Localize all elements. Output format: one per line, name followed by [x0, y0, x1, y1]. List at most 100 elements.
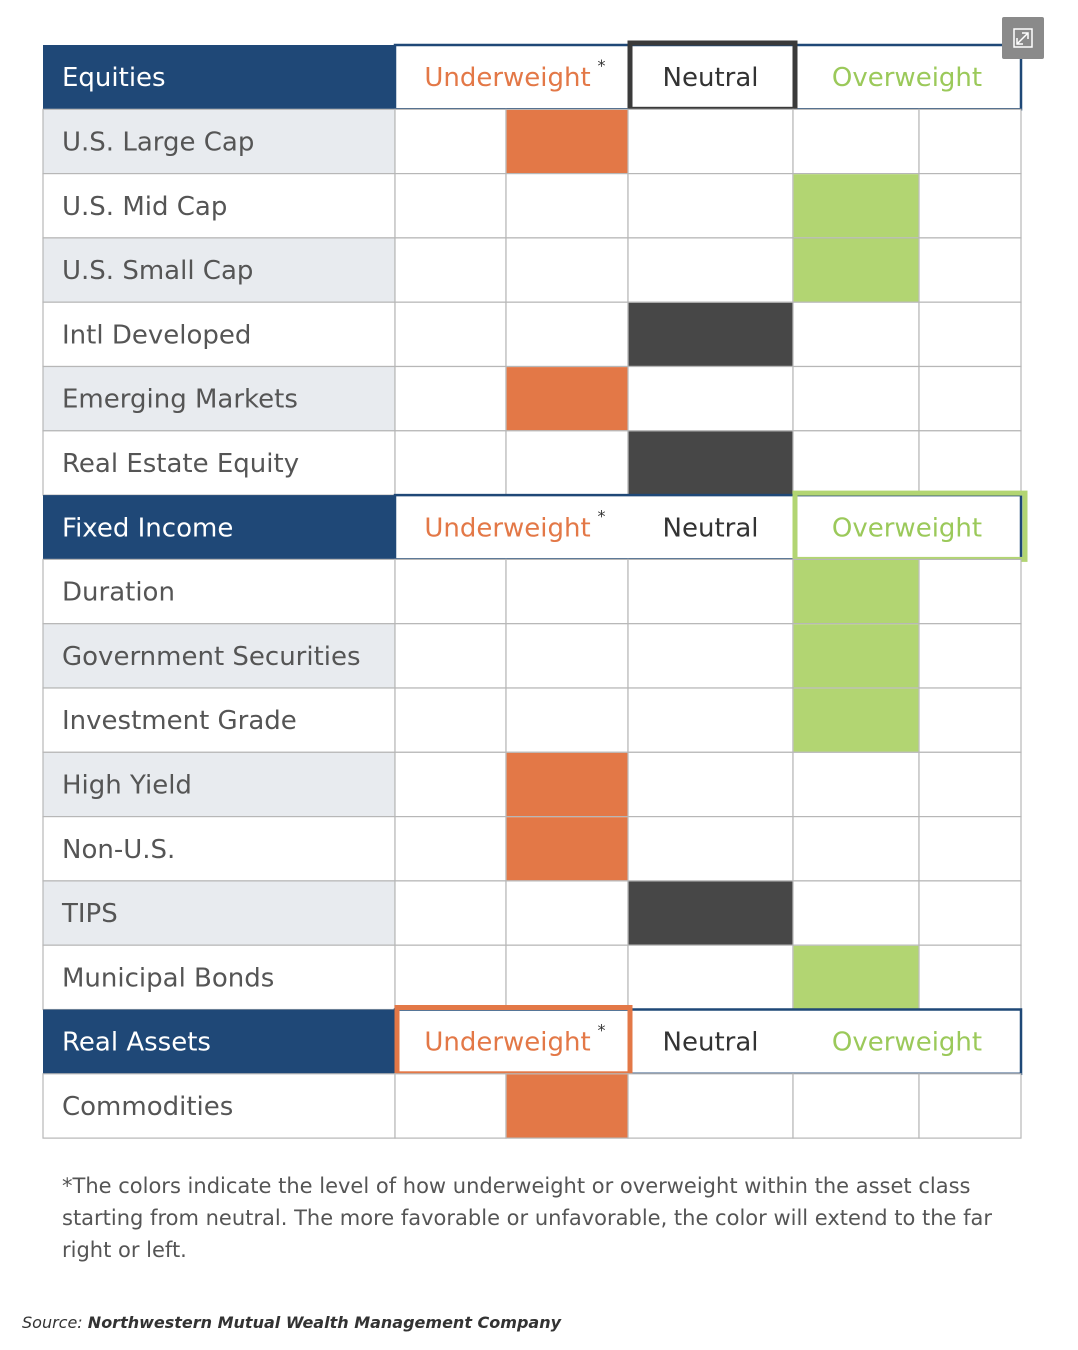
grid-cell	[505, 237, 629, 303]
section-header-bg	[43, 1009, 395, 1074]
grid-cell	[505, 173, 629, 239]
grid-cell	[394, 944, 507, 1011]
grid-cell	[627, 108, 794, 175]
level-bar	[506, 1074, 628, 1138]
grid-cell	[918, 1073, 1022, 1139]
row-label: Emerging Markets	[62, 385, 298, 415]
row-label: TIPS	[61, 899, 118, 929]
column-label-neutral: Neutral	[663, 513, 759, 543]
asterisk: *	[598, 56, 606, 75]
level-bar	[506, 109, 628, 173]
row-label: Duration	[62, 578, 175, 608]
level-bar	[793, 174, 919, 238]
level-bar	[793, 945, 919, 1009]
section-header-bg	[43, 495, 395, 560]
grid-cell	[505, 944, 629, 1011]
grid-cell	[918, 558, 1022, 625]
grid-cell	[394, 687, 507, 753]
column-label-overweight: Overweight	[832, 513, 982, 543]
grid-cell	[627, 687, 794, 753]
grid-cell	[918, 751, 1022, 818]
grid-cell	[505, 880, 629, 946]
level-bar	[506, 752, 628, 816]
grid-cell	[627, 237, 794, 303]
row-label: High Yield	[62, 770, 192, 800]
row-label: Real Estate Equity	[62, 449, 299, 479]
column-label-neutral: Neutral	[663, 63, 759, 93]
grid-cell	[394, 365, 507, 432]
row-label: Government Securities	[62, 642, 361, 672]
section-header-title: Equities	[62, 63, 166, 93]
grid-cell	[394, 751, 507, 818]
grid-cell	[792, 430, 920, 496]
grid-cell	[394, 623, 507, 689]
grid-cell	[394, 173, 507, 239]
level-bar	[628, 881, 793, 945]
footnote: *The colors indicate the level of how un…	[62, 1174, 993, 1262]
level-bar	[628, 302, 793, 366]
row-label: U.S. Small Cap	[62, 256, 253, 286]
grid-cell	[627, 1073, 794, 1139]
section-header-frame	[393, 493, 1023, 561]
column-label-underweight: Underweight	[424, 63, 590, 93]
row-label-cell	[42, 751, 396, 818]
section-header-title: Fixed Income	[62, 513, 233, 543]
level-bar	[506, 817, 628, 881]
grid-cell	[627, 365, 794, 432]
row-label: Intl Developed	[62, 320, 251, 350]
row-label-cell	[42, 815, 396, 882]
grid-cell	[918, 623, 1022, 689]
row-label: Investment Grade	[62, 706, 297, 736]
section-header-title: Real Assets	[62, 1028, 211, 1058]
section-header-bg	[43, 45, 395, 110]
grid-cell	[394, 815, 507, 882]
grid-cell	[792, 1073, 920, 1139]
grid-cell	[505, 430, 629, 496]
expand-icon	[1013, 28, 1033, 48]
grid-cell	[918, 108, 1022, 175]
grid-cell	[792, 880, 920, 946]
grid-cell	[792, 751, 920, 818]
row-label: U.S. Mid Cap	[62, 192, 227, 222]
row-label-cell	[42, 687, 396, 753]
grid-cell	[627, 173, 794, 239]
grid-cell	[394, 558, 507, 625]
grid-cell	[627, 623, 794, 689]
grid-cell	[505, 623, 629, 689]
grid-cell	[394, 237, 507, 303]
row-label-cell	[42, 173, 396, 239]
column-label-neutral: Neutral	[663, 1028, 759, 1058]
grid-cell	[918, 944, 1022, 1011]
row-label: Non-U.S.	[62, 835, 175, 865]
row-label: Municipal Bonds	[62, 963, 274, 993]
expand-button[interactable]	[1002, 17, 1044, 59]
grid-cell	[394, 880, 507, 946]
source-prefix: Source:	[22, 1313, 83, 1332]
allocation-chart: Equities Underweight * Neutral Overweight U.S…	[42, 40, 1028, 1139]
grid-cell	[918, 880, 1022, 946]
row-label-cell	[42, 430, 396, 496]
grid-cell	[792, 365, 920, 432]
grid-cell	[792, 301, 920, 368]
level-bar	[793, 238, 919, 302]
row-label-cell	[42, 880, 396, 946]
grid-cell	[918, 237, 1022, 303]
grid-cell	[394, 430, 507, 496]
grid-cell	[792, 815, 920, 882]
grid-cell	[394, 301, 507, 368]
level-bar	[793, 688, 919, 752]
asterisk: *	[598, 1021, 606, 1040]
source-name: Northwestern Mutual Wealth Management Co…	[87, 1313, 562, 1332]
asterisk: *	[598, 506, 606, 525]
level-bar	[793, 560, 919, 624]
grid-cell	[627, 751, 794, 818]
level-bar	[628, 431, 793, 495]
source-line: Source: Northwestern Mutual Wealth Manag…	[22, 1313, 561, 1332]
grid-cell	[918, 430, 1022, 496]
grid-cell	[505, 558, 629, 625]
section-header-frame	[393, 1008, 1023, 1076]
grid-cell	[394, 108, 507, 175]
column-label-overweight: Overweight	[832, 1028, 982, 1058]
grid-cell	[394, 1073, 507, 1139]
row-label-cell	[42, 108, 396, 175]
